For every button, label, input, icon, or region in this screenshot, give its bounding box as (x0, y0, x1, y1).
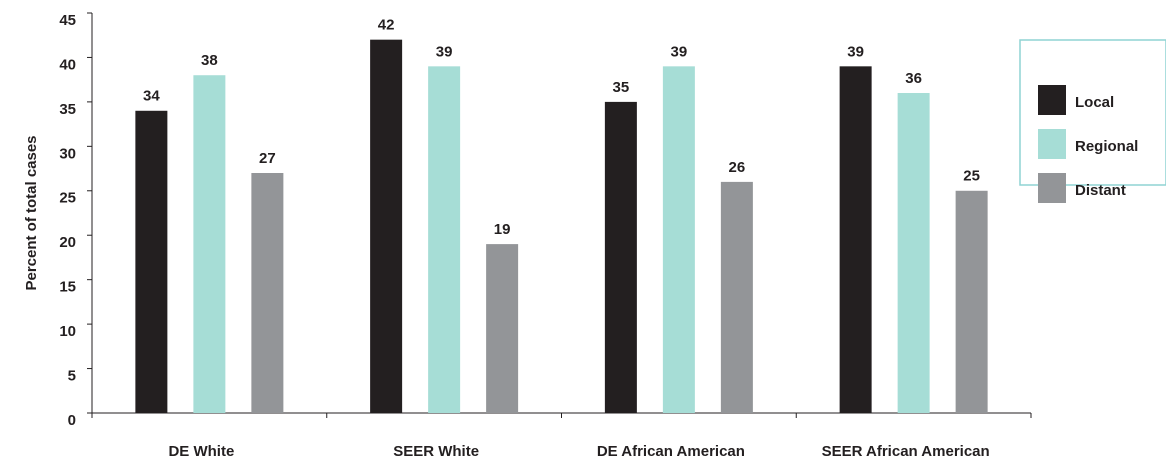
y-tick-label: 20 (59, 234, 76, 251)
x-tick-label: DE White (168, 443, 234, 460)
bar (720, 181, 753, 413)
value-label: 26 (729, 159, 746, 176)
value-label: 34 (143, 88, 160, 105)
x-tick-label: SEER African American (822, 443, 990, 460)
y-tick-label: 35 (59, 101, 76, 118)
bar (662, 66, 695, 413)
bar (193, 75, 226, 413)
bar (955, 190, 988, 413)
legend-swatch (1038, 85, 1066, 115)
value-label: 39 (847, 43, 864, 60)
bar (604, 101, 637, 413)
value-label: 25 (963, 168, 980, 185)
y-tick-label: 0 (68, 412, 76, 429)
legend-label: Local (1075, 94, 1114, 111)
bar (839, 66, 872, 413)
legend-swatch (1038, 129, 1066, 159)
value-label: 19 (494, 221, 511, 238)
value-label: 35 (613, 79, 630, 96)
legend-swatch (1038, 173, 1066, 203)
value-label: 27 (259, 150, 276, 167)
bar (486, 244, 519, 413)
legend-label: Regional (1075, 138, 1138, 155)
bar (428, 66, 461, 413)
bar (251, 173, 284, 413)
value-label: 36 (905, 70, 922, 87)
y-tick-label: 45 (59, 12, 76, 29)
bar (370, 39, 403, 414)
y-tick-label: 25 (59, 190, 76, 207)
value-label: 38 (201, 52, 218, 69)
value-label: 39 (671, 43, 688, 60)
y-tick-label: 15 (59, 279, 76, 296)
y-tick-label: 30 (59, 145, 76, 162)
y-tick-label: 10 (59, 323, 76, 340)
legend-label: Distant (1075, 182, 1126, 199)
value-label: 42 (378, 17, 395, 34)
x-tick-label: SEER White (393, 443, 479, 460)
y-tick-label: 5 (68, 368, 76, 385)
x-tick-label: DE African American (597, 443, 745, 460)
value-label: 39 (436, 43, 453, 60)
y-tick-label: 40 (59, 56, 76, 73)
bar (897, 93, 930, 413)
y-axis-title: Percent of total cases (23, 135, 40, 290)
bar (135, 110, 168, 414)
